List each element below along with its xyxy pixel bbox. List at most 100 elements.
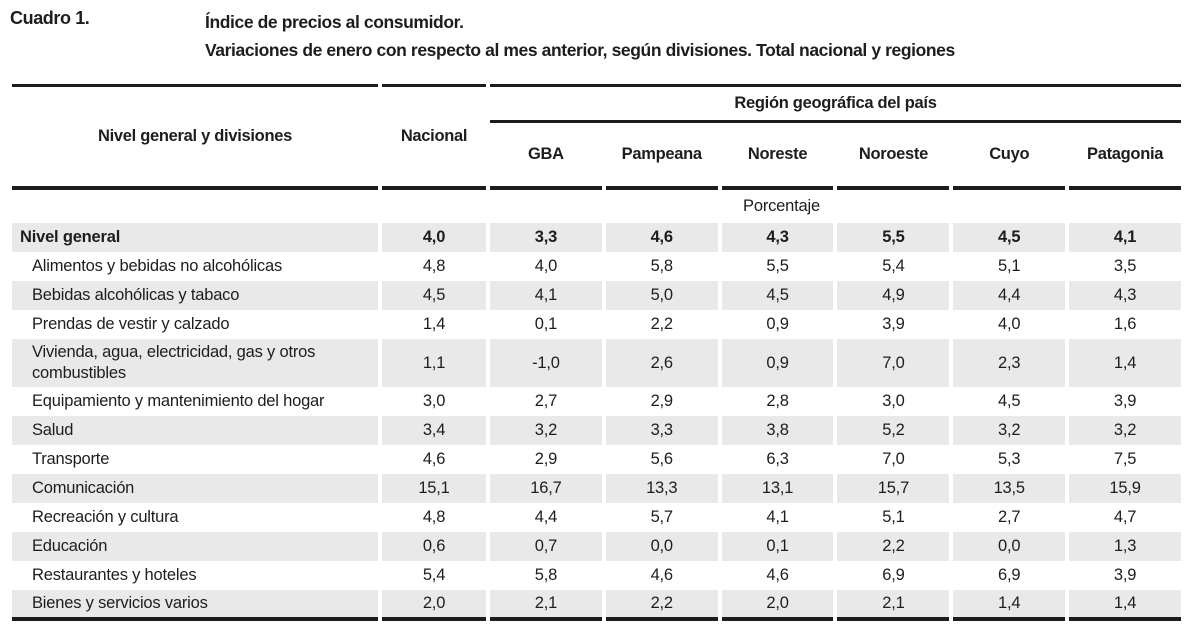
- value-cell: 0,1: [721, 532, 834, 561]
- value-cell: -1,0: [490, 339, 602, 387]
- value-cell: 4,6: [650, 566, 674, 584]
- value-cell: 4,5: [953, 223, 1066, 252]
- value-cell: 5,4: [882, 257, 905, 275]
- value-cell: 7,5: [1113, 450, 1137, 468]
- value-cell: 3,4: [382, 416, 486, 445]
- value-cell: 15,7: [837, 474, 950, 503]
- table-row: Nivel general 4,0 3,3 4,6 4,3 5,5 4,5 4,1: [12, 223, 1181, 252]
- value-cell: 2,0: [382, 590, 486, 621]
- division-label: Equipamiento y mantenimiento del hogar: [32, 392, 325, 410]
- value-cell: 2,8: [766, 392, 789, 410]
- division-label: Prendas de vestir y calzado: [32, 315, 230, 333]
- value-cell: 2,0: [721, 590, 834, 621]
- value-cell: 7,0: [882, 450, 905, 468]
- table-row: Alimentos y bebidas no alcohólicas 4,8 4,0…: [12, 252, 1181, 281]
- value-cell: 7,0: [837, 339, 950, 387]
- header-row-2: GBA Pampeana Noreste Noroeste Cuyo Patag…: [12, 123, 1181, 190]
- value-cell: 1,4: [1069, 590, 1181, 621]
- table-title-line2: Variaciones de enero con respecto al mes…: [205, 40, 955, 60]
- value-cell: 2,7: [998, 508, 1021, 526]
- table-row: Educación 0,6 0,7 0,0 0,1 2,2 0,0 1,3: [12, 532, 1181, 561]
- value-cell: 1,1: [382, 339, 486, 387]
- value-cell: 2,1: [837, 590, 950, 621]
- value-cell: 1,4: [953, 590, 1066, 621]
- table-row: Salud 3,4 3,2 3,3 3,8 5,2 3,2 3,2: [12, 416, 1181, 445]
- value-cell: 3,2: [1069, 416, 1181, 445]
- value-cell: 2,6: [605, 339, 718, 387]
- value-cell: 3,3: [490, 223, 602, 252]
- value-cell: 2,1: [490, 590, 602, 621]
- value-cell: 5,1: [882, 508, 905, 526]
- value-cell: 4,0: [998, 315, 1021, 333]
- value-cell: 0,1: [534, 315, 558, 333]
- value-cell: 3,2: [490, 416, 602, 445]
- value-cell: 2,9: [650, 392, 674, 410]
- table-row: Recreación y cultura 4,8 4,4 5,7 4,1 5,1 2,7 4,…: [12, 503, 1181, 532]
- value-cell: 6,9: [998, 566, 1021, 584]
- value-cell: 4,0: [382, 223, 486, 252]
- value-cell: 2,2: [605, 590, 718, 621]
- table-row: Vivienda, agua, electricidad, gas y otro…: [12, 339, 1181, 387]
- division-label: Bebidas alcohólicas y tabaco: [12, 281, 378, 310]
- value-cell: 4,0: [534, 257, 558, 275]
- value-cell: 16,7: [490, 474, 602, 503]
- value-cell: 13,1: [721, 474, 834, 503]
- value-cell: 4,1: [766, 508, 789, 526]
- column-header-gba: GBA: [490, 123, 602, 190]
- value-cell: 13,3: [605, 474, 718, 503]
- division-label: Restaurantes y hoteles: [32, 566, 197, 584]
- table-row: Comunicación 15,1 16,7 13,3 13,1 15,7 13,5 15,9: [12, 474, 1181, 503]
- column-header-patagonia: Patagonia: [1069, 123, 1181, 190]
- value-cell: 4,9: [837, 281, 950, 310]
- division-label: Comunicación: [12, 474, 378, 503]
- value-cell: 4,8: [422, 257, 446, 275]
- value-cell: 6,3: [766, 450, 789, 468]
- value-cell: 5,5: [837, 223, 950, 252]
- value-cell: 3,0: [422, 392, 446, 410]
- table-header: Nivel general y divisiones Nacional Regi…: [12, 84, 1181, 190]
- value-cell: 4,5: [721, 281, 834, 310]
- division-label: Vivienda, agua, electricidad, gas y otro…: [12, 339, 378, 387]
- value-cell: 1,4: [1069, 339, 1181, 387]
- header-row-1: Nivel general y divisiones Nacional Regi…: [12, 84, 1181, 190]
- value-cell: 4,1: [490, 281, 602, 310]
- value-cell: 3,3: [605, 416, 718, 445]
- value-cell: 2,9: [534, 450, 558, 468]
- unit-row-spacer: [12, 190, 378, 223]
- division-label: Alimentos y bebidas no alcohólicas: [32, 257, 283, 275]
- value-cell: 4,1: [1069, 223, 1181, 252]
- unit-label: Porcentaje: [743, 197, 820, 215]
- column-group-region: Región geográfica del país: [490, 84, 1181, 123]
- table-row: Equipamiento y mantenimiento del hogar 3,…: [12, 387, 1181, 416]
- value-cell: 3,5: [1113, 257, 1137, 275]
- title-block: Cuadro 1. Índice de precios al consumido…: [0, 0, 1191, 84]
- value-cell: 4,4: [534, 508, 558, 526]
- value-cell: 5,8: [534, 566, 558, 584]
- value-cell: 5,0: [605, 281, 718, 310]
- value-cell: 0,9: [721, 339, 834, 387]
- value-cell: 5,1: [998, 257, 1021, 275]
- table-row: Transporte 4,6 2,9 5,6 6,3 7,0 5,3 7,5: [12, 445, 1181, 474]
- value-cell: 0,6: [382, 532, 486, 561]
- table-title-line1: Índice de precios al consumidor.: [205, 12, 464, 32]
- column-header-pampeana: Pampeana: [605, 123, 718, 190]
- column-header-nacional: Nacional: [382, 84, 486, 190]
- value-cell: 3,8: [721, 416, 834, 445]
- value-cell: 4,8: [422, 508, 446, 526]
- value-cell: 3,9: [1113, 566, 1137, 584]
- table-row: Restaurantes y hoteles 5,4 5,8 4,6 4,6 6,9 6,9…: [12, 561, 1181, 590]
- value-cell: 6,9: [882, 566, 905, 584]
- value-cell: 4,3: [721, 223, 834, 252]
- value-cell: 5,4: [422, 566, 446, 584]
- value-cell: 5,8: [650, 257, 674, 275]
- division-label: Nivel general: [12, 223, 378, 252]
- table-row: Prendas de vestir y calzado 1,4 0,1 2,2 0,9 3…: [12, 310, 1181, 339]
- division-label: Salud: [12, 416, 378, 445]
- value-cell: 15,1: [382, 474, 486, 503]
- cpi-table: Nivel general y divisiones Nacional Regi…: [8, 84, 1185, 621]
- table-row: Bebidas alcohólicas y tabaco 4,5 4,1 5,0 4,5…: [12, 281, 1181, 310]
- column-header-divisions: Nivel general y divisiones: [12, 84, 378, 190]
- value-cell: 15,9: [1069, 474, 1181, 503]
- value-cell: 5,7: [650, 508, 674, 526]
- column-header-noroeste: Noroeste: [837, 123, 950, 190]
